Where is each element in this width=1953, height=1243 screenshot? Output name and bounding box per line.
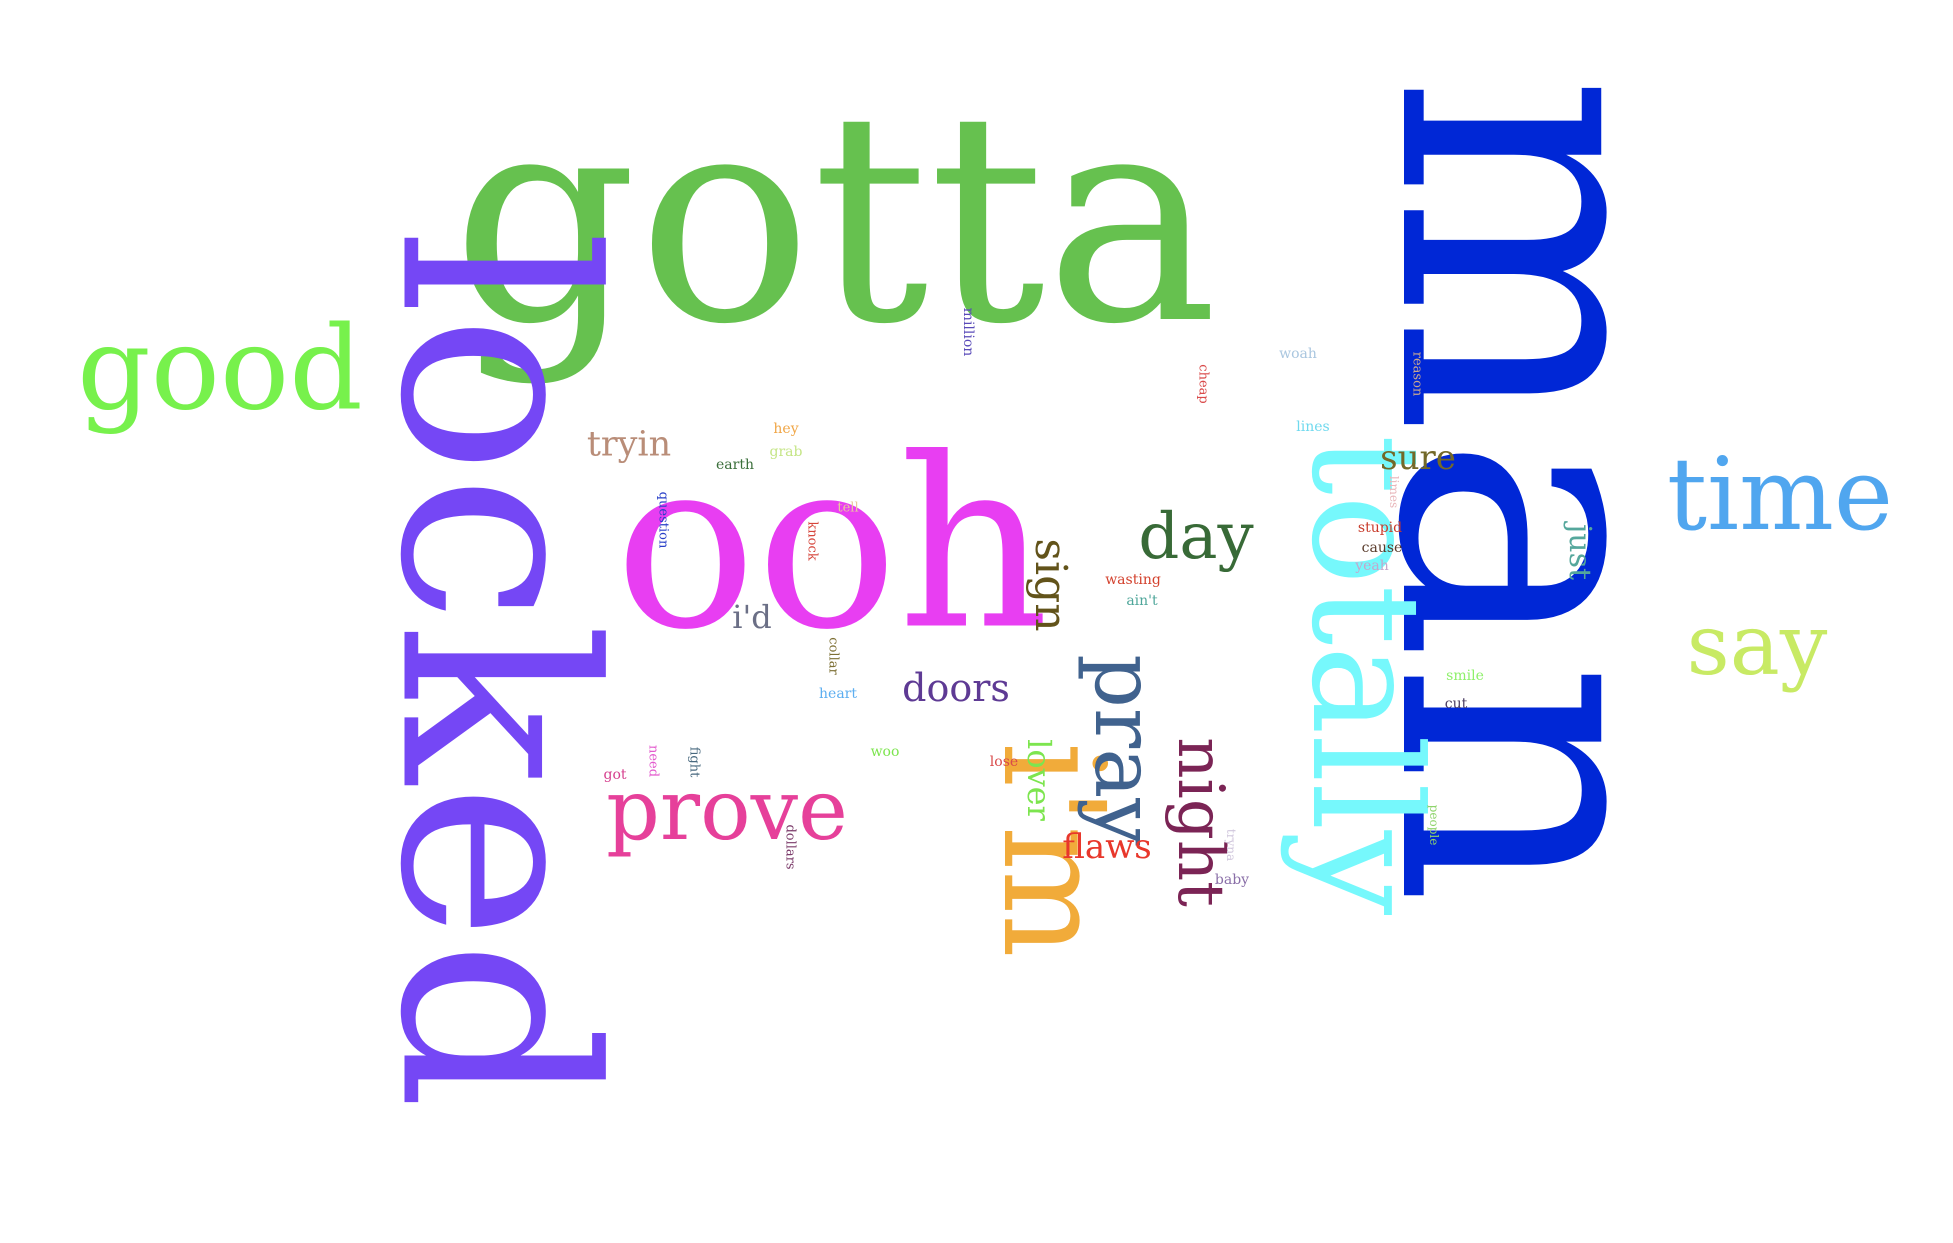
word: i'd	[732, 598, 772, 636]
word: cheap	[1195, 364, 1211, 404]
word: say	[1686, 596, 1828, 694]
word: woo	[870, 744, 900, 760]
word: need	[645, 744, 661, 778]
word: heart	[819, 686, 857, 702]
word: just	[1562, 523, 1597, 581]
word: tryna	[1224, 828, 1238, 862]
word: got	[603, 767, 627, 783]
word: reason	[1409, 351, 1425, 397]
word: gotta	[451, 51, 1219, 388]
word: yeah	[1355, 558, 1389, 574]
word: cause	[1361, 540, 1403, 556]
word: earth	[716, 457, 754, 473]
word: smile	[1446, 668, 1484, 684]
word: locked	[341, 230, 650, 1110]
word: dollars	[782, 824, 798, 870]
word: lover	[1020, 739, 1058, 821]
word: tell	[837, 500, 859, 516]
word: ain't	[1126, 593, 1158, 609]
word: question	[655, 491, 671, 549]
word: knock	[804, 521, 820, 561]
word: totally	[1278, 434, 1452, 916]
word: baby	[1214, 872, 1250, 888]
word: million	[960, 307, 976, 357]
word: woah	[1279, 346, 1317, 362]
word: stupid	[1357, 520, 1403, 536]
word: doors	[902, 666, 1010, 710]
word: flaws	[1062, 827, 1152, 867]
word: people	[1427, 804, 1441, 846]
word: hey	[773, 421, 799, 437]
word: collar	[825, 637, 841, 675]
word: day	[1138, 500, 1254, 574]
word: fight	[686, 746, 702, 778]
word: tryin	[586, 424, 672, 465]
word: good	[77, 302, 363, 437]
word: time	[1666, 436, 1894, 553]
word: sign	[1025, 538, 1076, 632]
word: grab	[769, 444, 803, 460]
word: wasting	[1105, 572, 1161, 588]
word: ooh	[614, 408, 1050, 682]
word: sure	[1380, 438, 1456, 478]
word: pray	[1076, 654, 1174, 846]
word: limes	[1387, 475, 1401, 509]
word: lose	[989, 754, 1019, 770]
word: lines	[1296, 419, 1330, 435]
word: prove	[606, 761, 848, 859]
word: cut	[1444, 696, 1468, 712]
